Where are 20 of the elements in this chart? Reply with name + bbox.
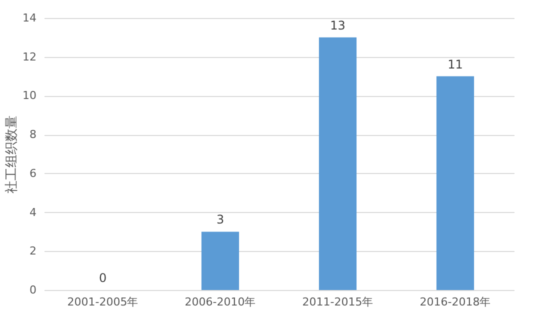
y-axis-title: 社工组织数量: [4, 116, 20, 194]
x-tick-label: 2011-2015年: [302, 296, 374, 308]
data-label: 13: [330, 18, 346, 32]
bar: [318, 37, 357, 290]
y-tick-label: 4: [30, 206, 36, 219]
y-tick-label: 0: [30, 284, 36, 296]
x-tick-label: 2001-2005年: [67, 296, 138, 308]
data-label: 3: [216, 212, 224, 227]
y-tick-label: 10: [22, 89, 36, 102]
y-tick-label: 12: [22, 50, 36, 64]
data-label: 0: [98, 271, 107, 285]
y-tick-label: 8: [30, 128, 36, 142]
data-label: 11: [448, 57, 463, 72]
bar: [201, 232, 240, 290]
y-tick-label: 2: [30, 244, 36, 258]
bar: [436, 76, 474, 290]
y-tick-label: 14: [22, 12, 36, 24]
x-tick-label: 2006-2010年: [184, 296, 256, 308]
y-tick-label: 6: [30, 166, 36, 180]
x-tick-label: 2016-2018年: [420, 296, 491, 308]
